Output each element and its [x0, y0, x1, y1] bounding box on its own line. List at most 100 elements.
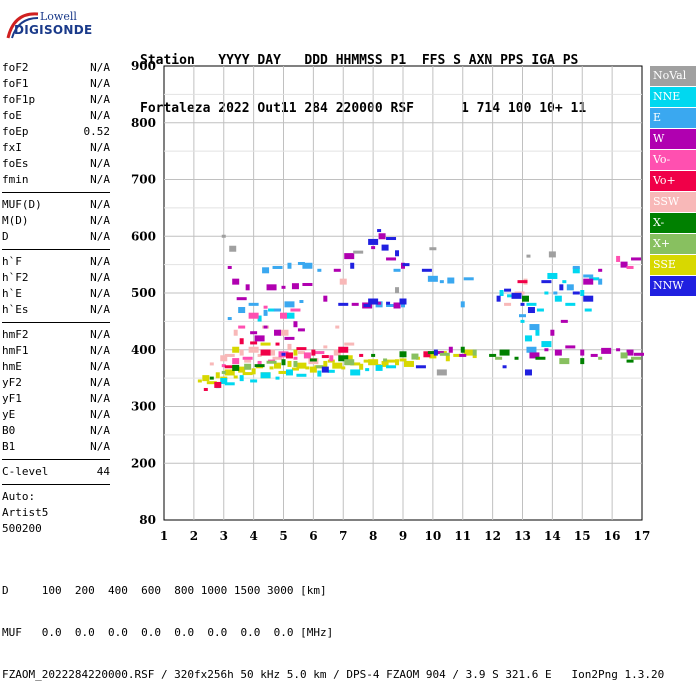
data-point: [329, 355, 334, 362]
data-point: [274, 362, 282, 369]
param-row: D N/A: [2, 229, 110, 245]
header-label: Station: [140, 53, 195, 68]
data-point: [459, 353, 467, 357]
station-header: Station YYYY DAY DDD HHMMSS P1 FFS S AXN…: [140, 21, 586, 133]
param-name: foF1: [2, 77, 29, 90]
header-value: 2022: [218, 101, 250, 116]
data-point: [250, 379, 258, 383]
data-point: [559, 284, 564, 291]
data-point: [601, 347, 612, 354]
param-name: h`E: [2, 287, 22, 300]
data-point: [514, 356, 519, 360]
data-point: [260, 349, 271, 356]
data-point: [351, 302, 359, 306]
param-value: N/A: [90, 303, 110, 316]
data-point: [393, 302, 401, 309]
y-tick-label: 900: [131, 59, 156, 73]
header-label: PS: [562, 53, 579, 68]
x-tick-label: 8: [369, 529, 377, 543]
data-point: [368, 298, 379, 305]
distance-value: 800: [174, 584, 195, 597]
data-point: [263, 325, 268, 329]
x-tick-label: 16: [604, 529, 621, 543]
muf-value: 0.0: [141, 626, 161, 639]
data-point: [631, 356, 642, 360]
data-point: [297, 328, 305, 332]
param-name: fxI: [2, 141, 22, 154]
data-point: [423, 351, 431, 358]
data-point: [291, 367, 299, 371]
x-tick-label: 12: [484, 529, 501, 543]
param-name: foF1p: [2, 93, 36, 106]
param-row: h`E N/A: [2, 286, 110, 302]
data-point: [544, 291, 549, 295]
param-name: M(D): [2, 214, 29, 227]
data-point: [550, 329, 555, 336]
header-label: AXN: [468, 53, 493, 68]
data-point: [238, 307, 246, 314]
param-value: N/A: [90, 344, 110, 357]
header-label: IGA: [531, 53, 555, 68]
auto-line: Artist5: [2, 506, 49, 519]
data-point: [338, 302, 349, 306]
data-point: [242, 356, 253, 360]
data-point: [566, 284, 574, 291]
data-point: [598, 356, 603, 360]
param-value: N/A: [90, 230, 110, 243]
data-point: [296, 347, 307, 351]
data-point: [626, 359, 634, 363]
data-point: [293, 321, 298, 328]
data-point: [371, 353, 376, 357]
data-point: [220, 355, 228, 362]
data-point: [583, 274, 594, 278]
x-tick-label: 15: [574, 529, 591, 543]
data-point: [427, 275, 438, 282]
data-point: [278, 329, 289, 336]
param-row: h`F2 N/A: [2, 270, 110, 286]
param-value: N/A: [90, 360, 110, 373]
header-value: 284: [304, 101, 328, 116]
logo-swoosh-icon: [6, 12, 39, 39]
data-point: [293, 349, 298, 356]
data-point: [339, 278, 347, 285]
data-point: [526, 346, 537, 353]
data-point: [411, 353, 419, 360]
param-name: h`F: [2, 255, 22, 268]
data-point: [589, 277, 600, 281]
data-point: [239, 338, 244, 345]
legend-item-x-: X+: [650, 234, 696, 254]
param-row: MUF(D) N/A: [2, 197, 110, 213]
data-point: [378, 233, 386, 240]
data-point: [524, 335, 532, 342]
muf-row: MUF 0.0 0.0 0.0 0.0 0.0 0.0 0.0 0.0 [MHz…: [2, 626, 664, 640]
data-point: [504, 302, 512, 306]
data-point: [399, 351, 407, 358]
param-row: M(D) N/A: [2, 213, 110, 229]
data-point: [321, 366, 329, 373]
data-point: [239, 375, 244, 382]
x-tick-label: 1: [160, 529, 168, 543]
y-tick-label: 500: [131, 286, 156, 300]
data-point: [453, 353, 461, 357]
distance-value: 100: [41, 584, 62, 597]
data-point: [616, 348, 621, 352]
data-point: [242, 372, 253, 376]
y-tick-label: 80: [139, 513, 156, 527]
data-point: [232, 278, 240, 285]
data-point: [620, 261, 628, 268]
data-point: [262, 267, 270, 274]
data-point: [284, 301, 295, 308]
data-point: [436, 369, 447, 376]
data-point: [463, 277, 474, 281]
data-point: [244, 359, 252, 363]
param-value: N/A: [90, 214, 110, 227]
param-value: 0.52: [83, 125, 111, 138]
data-point: [285, 369, 293, 376]
legend-item-nne: NNE: [650, 87, 696, 107]
param-name: yF1: [2, 392, 22, 405]
auto-line: Auto:: [2, 490, 36, 503]
logo-text-lowell: Lowell: [40, 10, 77, 23]
data-point: [554, 295, 562, 302]
param-divider: [2, 249, 110, 250]
y-tick-label: 800: [131, 116, 156, 130]
